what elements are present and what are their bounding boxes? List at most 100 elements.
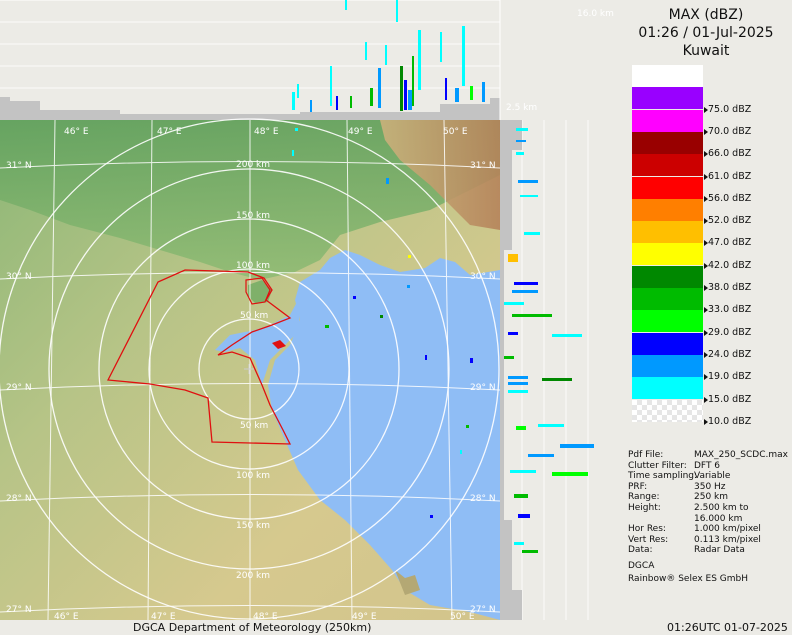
info-value: 250 km [694, 492, 729, 503]
scale-tick [704, 329, 708, 336]
map-labels: 46° E 47° E 48° E 49° E 50° E 46° E 47° … [6, 9, 614, 622]
lat-label: 28° N [6, 494, 32, 504]
scale-label: 70.0 dBZ [708, 125, 752, 137]
scale-label: 33.0 dBZ [708, 304, 752, 316]
range-label: 200 km [236, 571, 270, 581]
scale-label: 42.0 dBZ [708, 259, 752, 271]
scale-swatch [632, 198, 703, 221]
lon-label: 48° E [253, 612, 278, 622]
info-key: Clutter Filter: [628, 460, 687, 471]
kuwait-border [106, 269, 292, 445]
scale-tick [704, 374, 708, 381]
range-label: 50 km [240, 311, 268, 321]
lon-label: 49° E [348, 127, 373, 137]
product-title: MAX (dBZ) [668, 7, 744, 23]
scale-tick [704, 106, 708, 113]
scale-swatch [632, 288, 703, 310]
scale-tick [704, 151, 708, 158]
lon-label: 46° E [54, 612, 79, 622]
lon-label: 48° E [254, 127, 279, 137]
scale-label: 52.0 dBZ [708, 215, 752, 227]
lat-label: 30° N [470, 272, 496, 282]
lon-label: 50° E [450, 612, 475, 622]
info-value: 1.000 km/pixel [694, 524, 761, 535]
credit-agency: DGCA [628, 561, 655, 571]
scale-swatch [632, 154, 703, 177]
info-value: Variable [694, 471, 731, 482]
scale-label: 61.0 dBZ [708, 170, 752, 182]
scale-tick [704, 396, 708, 403]
info-value: 2.500 km to [694, 503, 749, 513]
info-value: Radar Data [694, 545, 745, 556]
info-key: Height: [628, 503, 661, 513]
scale-swatch [632, 176, 703, 199]
scale-label: 66.0 dBZ [708, 148, 752, 160]
info-value: MAX_250_SCDC.max [694, 450, 788, 460]
height-label-bottom: 2.5 km [506, 103, 537, 113]
lat-label: 27° N [6, 605, 32, 615]
scale-swatch [632, 109, 703, 132]
product-datetime: 01:26 / 01-Jul-2025 [638, 25, 774, 41]
scale-label: 19.0 dBZ [708, 371, 752, 383]
lat-label: 28° N [470, 494, 496, 504]
info-key: Data: [628, 545, 653, 556]
scale-swatch [632, 310, 703, 333]
info-value: 350 Hz [694, 481, 726, 492]
scale-label: 38.0 dBZ [708, 282, 752, 293]
height-label-top: 16.0 km [577, 9, 614, 19]
scale-tick [704, 195, 708, 202]
info-key: Vert Res: [628, 534, 669, 545]
scale-swatch [632, 332, 703, 355]
info-key: Range: [628, 492, 660, 503]
info-value: DFT 6 [694, 460, 721, 471]
range-label: 50 km [240, 421, 268, 431]
height-profile-top [0, 0, 500, 120]
lat-label: 27° N [470, 605, 496, 615]
radar-site-icon [244, 364, 254, 374]
radar-map: 46° E 47° E 48° E 49° E 50° E 46° E 47° … [0, 0, 620, 622]
echoes-right [504, 128, 594, 553]
info-key: Pdf File: [628, 450, 664, 460]
lat-label: 29° N [470, 383, 496, 393]
scale-swatch [632, 399, 703, 422]
range-label: 200 km [236, 160, 270, 170]
scale-swatch [632, 243, 703, 266]
footer-station: DGCA Department of Meteorology (250km) [133, 621, 372, 634]
scale-tick [704, 418, 708, 425]
credit-vendor: Rainbow® Selex ES GmbH [628, 574, 749, 584]
scale-tick [704, 173, 708, 180]
info-value: 16.000 km [694, 513, 743, 524]
lat-label: 29° N [6, 383, 32, 393]
scale-tick [704, 240, 708, 247]
range-label: 100 km [236, 261, 270, 271]
echoes-top [292, 0, 485, 112]
scale-tick [704, 218, 708, 225]
scale-swatch [632, 65, 703, 87]
lat-label: 30° N [6, 272, 32, 282]
scale-swatch [632, 131, 703, 154]
scale-label: 10.0 dBZ [708, 415, 752, 427]
product-location: Kuwait [682, 43, 730, 59]
lon-label: 46° E [64, 127, 89, 137]
lon-label: 50° E [443, 127, 468, 137]
range-label: 150 km [236, 211, 270, 221]
lat-label: 31° N [6, 161, 32, 171]
info-value: 0.113 km/pixel [694, 534, 761, 545]
scale-label: 75.0 dBZ [708, 103, 752, 115]
lon-label: 47° E [157, 127, 182, 137]
scale-label: 56.0 dBZ [708, 192, 752, 204]
scale-tick [704, 351, 708, 358]
scale-tick [704, 285, 708, 291]
info-key: Time sampling: [628, 471, 698, 482]
range-label: 100 km [236, 471, 270, 481]
footer-timestamp: 01:26UTC 01-07-2025 [667, 621, 788, 634]
range-label: 150 km [236, 521, 270, 531]
lon-label: 47° E [151, 612, 176, 622]
scale-swatch [632, 377, 703, 400]
range-rings [0, 118, 500, 620]
scale-label: 47.0 dBZ [708, 237, 752, 249]
scale-label: 29.0 dBZ [708, 326, 752, 338]
scale-label: 15.0 dBZ [708, 393, 752, 405]
height-profile-right [500, 120, 620, 620]
scale-tick [704, 128, 708, 135]
